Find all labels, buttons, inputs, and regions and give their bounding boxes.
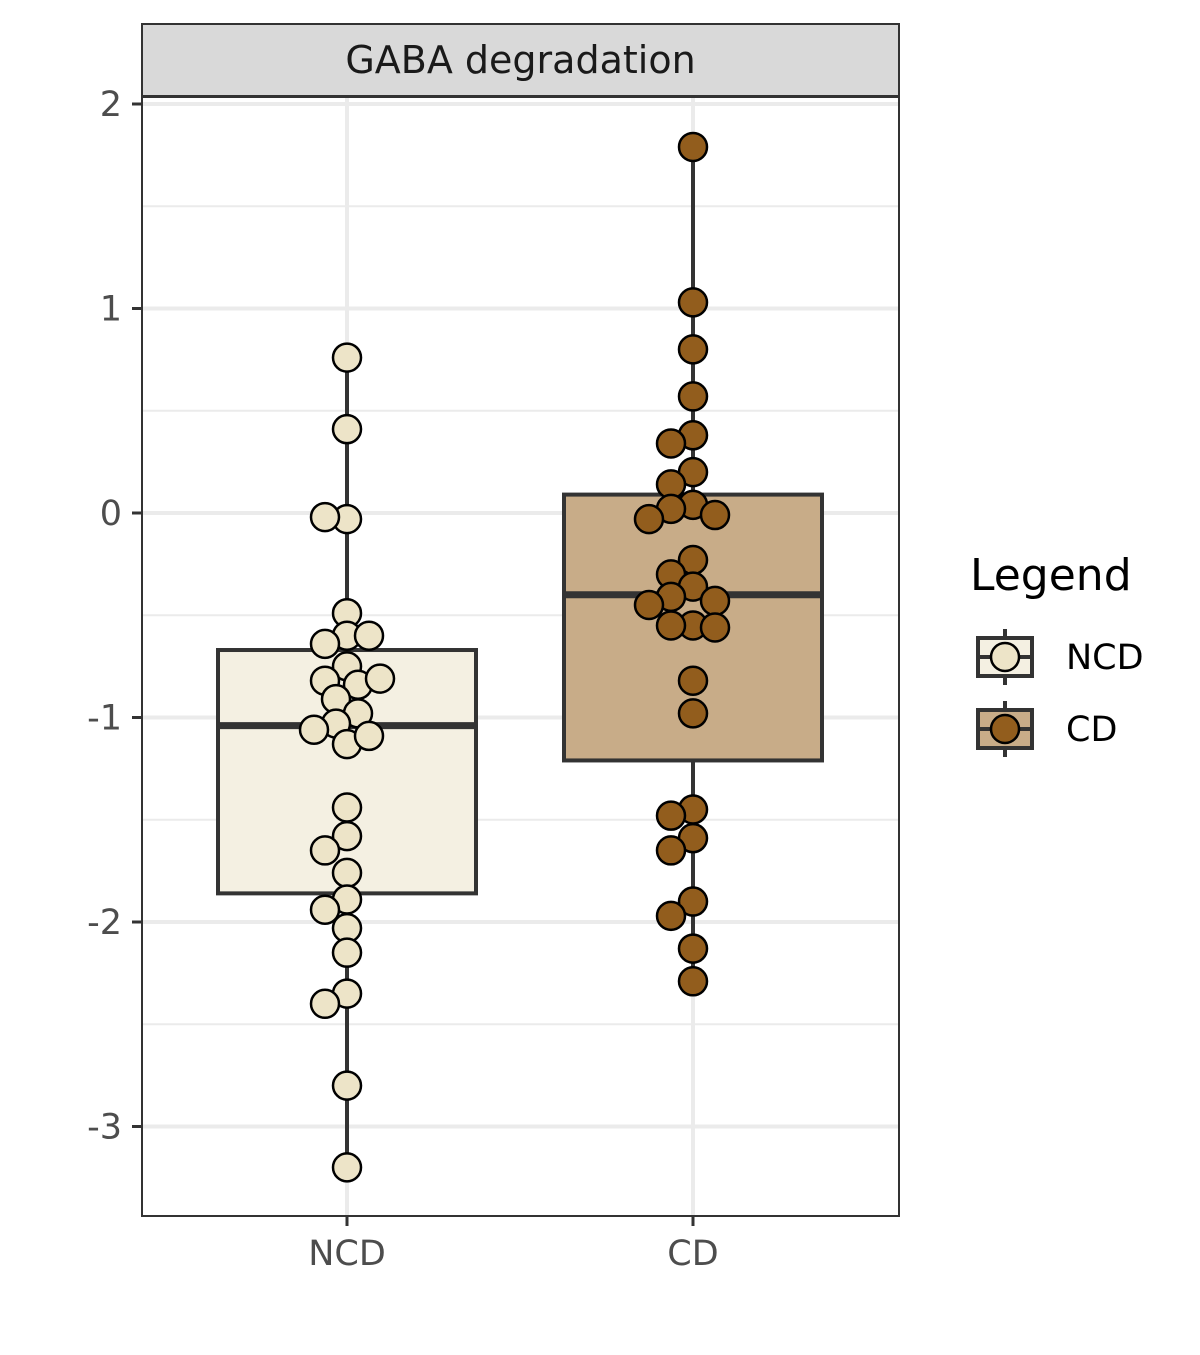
data-point-ncd — [331, 1152, 363, 1183]
data-point-ncd — [309, 835, 341, 866]
data-point-ncd — [309, 988, 341, 1020]
legend-label: CD — [1066, 710, 1117, 750]
data-point-cd — [677, 287, 709, 318]
data-point-ncd — [298, 714, 330, 746]
y-tick-label: 0 — [100, 494, 122, 534]
data-point-cd — [677, 131, 709, 163]
legend-key-point — [989, 713, 1021, 745]
data-point-ncd — [331, 413, 363, 445]
legend-title: Legend — [970, 550, 1132, 601]
data-point-ncd — [309, 628, 341, 660]
x-tick-label: NCD — [308, 1234, 386, 1274]
data-point-cd — [655, 900, 687, 932]
y-tick-label: -3 — [87, 1108, 122, 1148]
data-point-cd — [699, 499, 731, 531]
facet-strip — [141, 23, 900, 97]
data-point-cd — [655, 835, 687, 866]
data-point-ncd — [353, 620, 385, 651]
data-point-cd — [633, 589, 665, 621]
y-tick-label: -2 — [87, 903, 122, 943]
legend-key-point — [989, 641, 1021, 673]
data-point-cd — [699, 612, 731, 643]
data-point-ncd — [309, 894, 341, 925]
data-point-cd — [677, 966, 709, 997]
x-axis: NCD CD — [308, 1216, 719, 1274]
data-point-ncd — [353, 720, 385, 752]
data-point-cd — [677, 665, 709, 696]
data-point-ncd — [331, 792, 363, 823]
data-point-ncd — [364, 663, 396, 694]
y-tick-label: 2 — [100, 85, 122, 125]
data-point-cd — [677, 886, 709, 917]
data-point-cd — [677, 381, 709, 412]
x-tick-label: CD — [667, 1234, 718, 1274]
data-point-ncd — [331, 342, 363, 373]
y-tick-label: -1 — [87, 699, 122, 739]
data-point-cd — [655, 800, 687, 831]
data-point-cd — [677, 698, 709, 729]
data-point-cd — [677, 933, 709, 964]
data-point-ncd — [331, 937, 363, 968]
data-point-cd — [677, 334, 709, 365]
data-point-ncd — [331, 857, 363, 889]
data-point-cd — [633, 503, 665, 535]
y-tick-label: 1 — [100, 290, 122, 330]
legend: Legend NCD CD — [970, 550, 1144, 757]
data-point-ncd — [331, 1070, 363, 1101]
data-point-cd — [655, 428, 687, 459]
data-point-ncd — [309, 501, 341, 533]
legend-label: NCD — [1066, 638, 1144, 678]
data-point-cd — [655, 610, 687, 641]
data-points — [298, 131, 731, 1183]
y-axis: 2 1 0 -1 -2 -3 — [87, 85, 142, 1148]
facet-title: GABA degradation — [345, 38, 695, 82]
data-point-ncd — [331, 820, 363, 852]
data-point-cd — [699, 585, 731, 617]
